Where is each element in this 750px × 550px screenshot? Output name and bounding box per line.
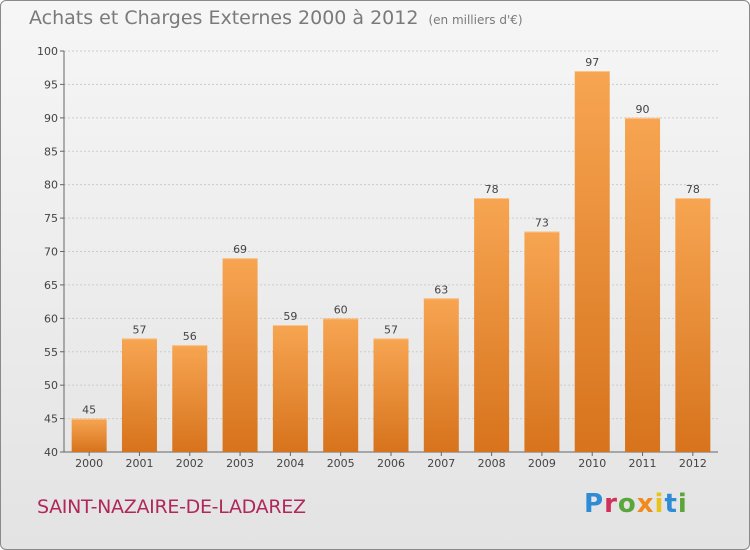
y-tick-label: 40 — [44, 446, 58, 459]
y-tick-label: 80 — [44, 179, 58, 192]
chart-subtitle: (en milliers d'€) — [428, 13, 523, 27]
data-label: 57 — [132, 323, 146, 336]
bar — [474, 198, 510, 452]
bar — [222, 258, 258, 452]
data-label: 69 — [233, 243, 247, 256]
y-tick-label: 50 — [44, 379, 58, 392]
x-tick-label: 2008 — [478, 457, 506, 470]
logo-letter: x — [636, 489, 655, 519]
x-tick-label: 2002 — [176, 457, 204, 470]
y-tick-label: 85 — [44, 145, 58, 158]
bar — [675, 198, 711, 452]
commune-name: SAINT-NAZAIRE-DE-LADAREZ — [37, 496, 306, 518]
bar — [373, 338, 409, 452]
data-label: 63 — [434, 283, 448, 296]
logo-letter: i — [677, 489, 688, 519]
data-label: 78 — [686, 183, 700, 196]
logo-letter: P — [584, 489, 605, 519]
data-label: 73 — [535, 216, 549, 229]
bar — [121, 338, 157, 452]
y-tick-label: 75 — [44, 212, 58, 225]
bar — [272, 325, 308, 452]
bar — [524, 231, 560, 452]
x-tick-label: 2007 — [427, 457, 455, 470]
data-label: 57 — [384, 323, 398, 336]
y-tick-label: 100 — [37, 45, 58, 58]
axes: 40 45 50 55 60 65 70 75 80 85 90 95 100 2000 2001 2002 2… — [37, 45, 718, 470]
bar — [172, 345, 208, 452]
y-tick-label: 45 — [44, 413, 58, 426]
data-label: 97 — [585, 56, 599, 69]
x-tick-label: 2012 — [679, 457, 707, 470]
x-tick-label: 2003 — [226, 457, 254, 470]
bars — [71, 71, 711, 453]
data-labels: 45 57 56 69 59 60 57 63 78 73 97 90 78 — [82, 56, 700, 417]
x-tick-label: 2005 — [327, 457, 355, 470]
data-label: 45 — [82, 404, 96, 417]
x-tick-label: 2000 — [75, 457, 103, 470]
x-tick-label: 2010 — [578, 457, 606, 470]
data-label: 78 — [485, 183, 499, 196]
y-tick-label: 95 — [44, 78, 58, 91]
data-label: 59 — [283, 310, 297, 323]
data-label: 56 — [183, 330, 197, 343]
bar — [423, 298, 459, 452]
data-label: 60 — [334, 303, 348, 316]
bar — [574, 71, 610, 453]
y-tick-label: 70 — [44, 246, 58, 259]
x-tick-label: 2001 — [125, 457, 153, 470]
x-tick-label: 2011 — [629, 457, 657, 470]
y-tick-label: 90 — [44, 112, 58, 125]
logo-letter: t — [664, 489, 678, 519]
chart-title-text: Achats et Charges Externes 2000 à 2012 — [29, 7, 419, 29]
proxiti-logo: Proxiti — [584, 489, 688, 519]
data-label: 90 — [636, 103, 650, 116]
x-tick-label: 2009 — [528, 457, 556, 470]
x-tick-label: 2004 — [276, 457, 304, 470]
bar — [625, 117, 661, 452]
x-tick-label: 2006 — [377, 457, 405, 470]
bar — [323, 318, 359, 452]
logo-letter: i — [654, 489, 665, 519]
y-tick-label: 60 — [44, 312, 58, 325]
y-tick-label: 65 — [44, 279, 58, 292]
logo-letter: r — [604, 489, 618, 519]
logo-letter: o — [617, 489, 637, 519]
y-tick-label: 55 — [44, 346, 58, 359]
chart-title: Achats et Charges Externes 2000 à 2012 (e… — [29, 7, 523, 29]
bar — [71, 418, 107, 452]
